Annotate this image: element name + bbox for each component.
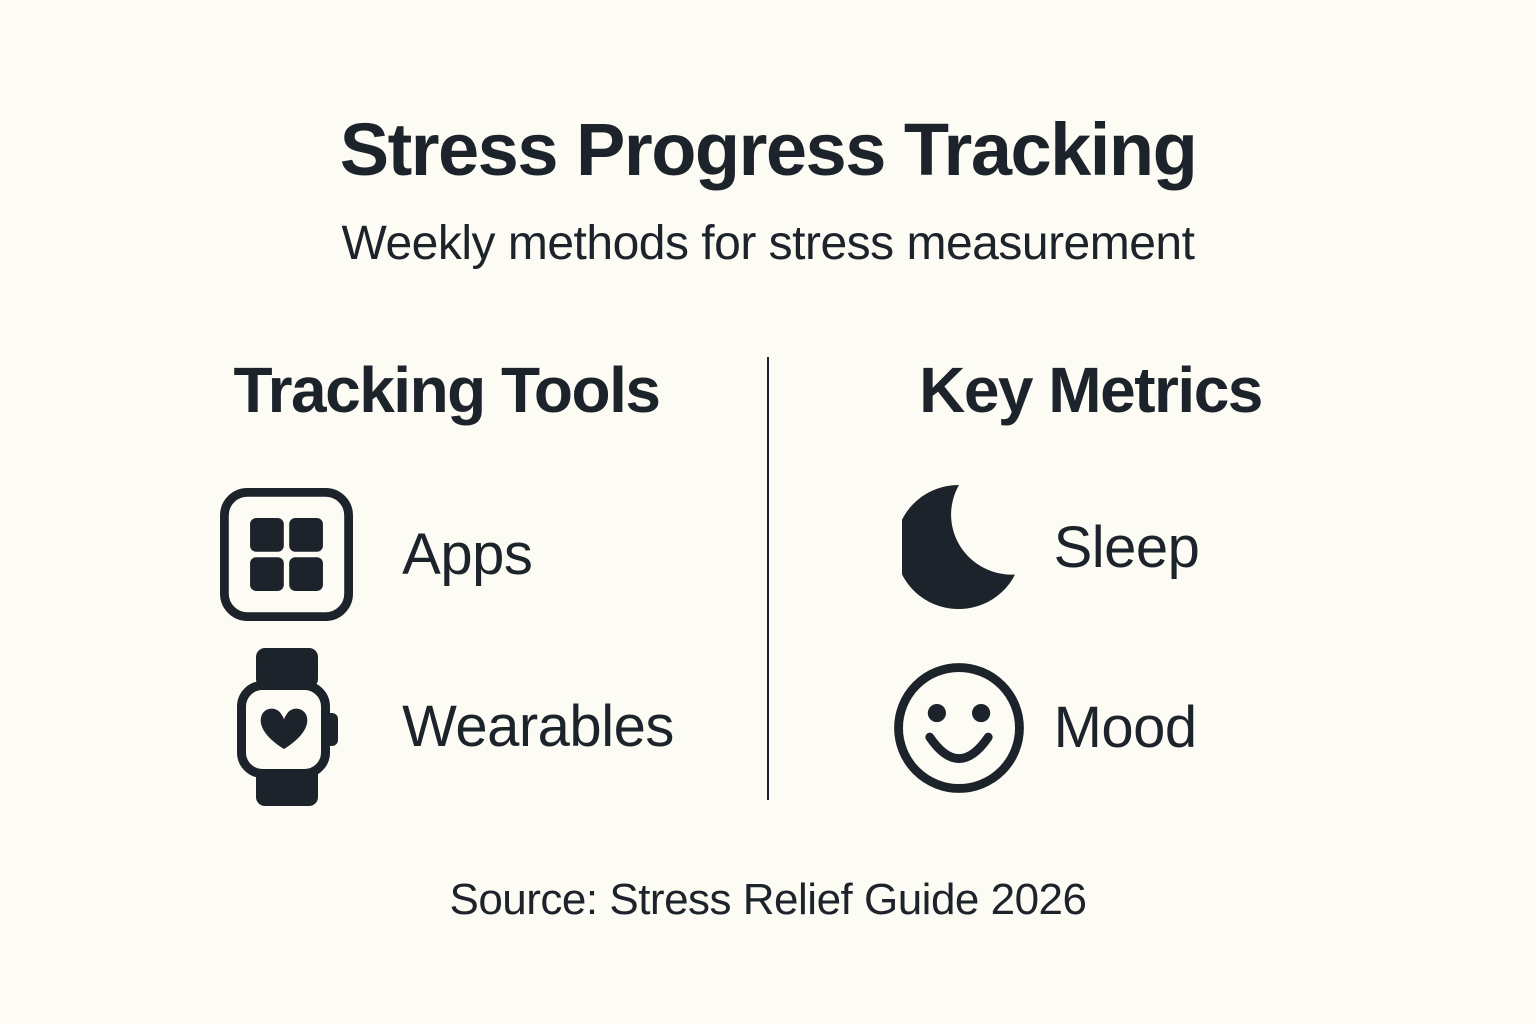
apps-grid-icon (219, 487, 354, 622)
column-heading-key-metrics: Key Metrics (919, 354, 1263, 426)
list-item-mood: Mood (893, 663, 1198, 793)
item-label-apps: Apps (402, 521, 533, 587)
smartwatch-heart-icon (219, 648, 354, 806)
source-note: Source: Stress Relief Guide 2026 (449, 875, 1087, 924)
column-divider (767, 357, 769, 800)
list-item-sleep: Sleep (894, 485, 1200, 611)
page-subtitle: Weekly methods for stress measurement (341, 217, 1195, 270)
key-metrics-list: Sleep Mood (893, 485, 1200, 793)
column-key-metrics: Key Metrics Sleep (769, 358, 1536, 806)
columns-section: Tracking Tools Apps (0, 357, 1536, 806)
smiley-face-icon (893, 663, 1024, 793)
crescent-moon-icon (894, 485, 1024, 611)
header: Stress Progress Tracking Weekly methods … (0, 0, 1536, 268)
item-label-mood: Mood (1053, 695, 1198, 760)
page-title: Stress Progress Tracking (339, 108, 1198, 191)
list-item-wearables: Wearables (219, 648, 674, 806)
tracking-tools-list: Apps Wearables (219, 487, 674, 806)
column-heading-tracking-tools: Tracking Tools (233, 354, 661, 426)
column-tracking-tools: Tracking Tools Apps (0, 358, 767, 806)
item-label-sleep: Sleep (1053, 515, 1200, 580)
item-label-wearables: Wearables (402, 694, 674, 759)
list-item-apps: Apps (219, 487, 533, 622)
